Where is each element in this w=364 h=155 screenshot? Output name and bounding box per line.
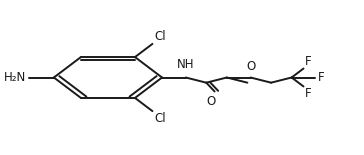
Text: F: F bbox=[305, 55, 312, 68]
Text: F: F bbox=[318, 71, 325, 84]
Text: F: F bbox=[305, 87, 312, 100]
Text: O: O bbox=[206, 95, 216, 108]
Text: NH: NH bbox=[177, 58, 194, 71]
Text: Cl: Cl bbox=[154, 112, 166, 125]
Text: Cl: Cl bbox=[154, 30, 166, 43]
Text: O: O bbox=[246, 60, 255, 73]
Text: H₂N: H₂N bbox=[4, 71, 26, 84]
